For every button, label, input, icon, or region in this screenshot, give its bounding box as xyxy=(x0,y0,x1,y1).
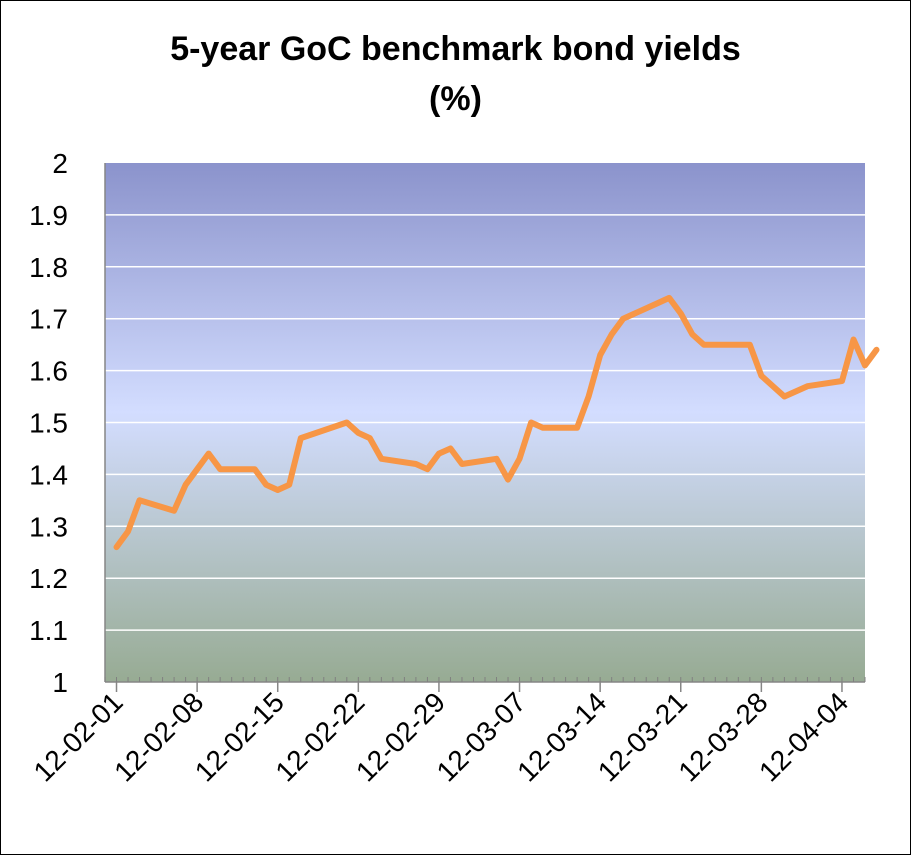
y-tick-label: 1.8 xyxy=(29,252,68,283)
y-tick-label: 2 xyxy=(52,148,68,179)
y-tick-label: 1.9 xyxy=(29,200,68,231)
chart-title-block: 5-year GoC benchmark bond yields (%) xyxy=(0,24,911,124)
y-tick-label: 1.1 xyxy=(29,615,68,646)
y-tick-label: 1.5 xyxy=(29,408,68,439)
y-tick-label: 1 xyxy=(52,667,68,698)
y-tick-label: 1.6 xyxy=(29,356,68,387)
y-tick-label: 1.2 xyxy=(29,563,68,594)
chart-subtitle: (%) xyxy=(429,80,482,118)
y-tick-label: 1.4 xyxy=(29,459,68,490)
x-tick-label: 12-04-04 xyxy=(753,686,854,787)
axes xyxy=(104,163,866,683)
y-tick-label: 1.7 xyxy=(29,304,68,335)
chart-title: 5-year GoC benchmark bond yields xyxy=(170,30,741,68)
series-line xyxy=(113,294,880,551)
y-tick-label: 1.3 xyxy=(29,511,68,542)
x-axis-ticks: 12-02-0112-02-0812-02-1512-02-2212-02-29… xyxy=(28,682,854,788)
y-axis-ticks: 1 1.1 1.2 1.3 1.4 1.5 1.6 1.7 1.8 1.9 2 xyxy=(29,148,68,698)
series-group xyxy=(113,294,880,551)
gridlines xyxy=(105,214,865,631)
